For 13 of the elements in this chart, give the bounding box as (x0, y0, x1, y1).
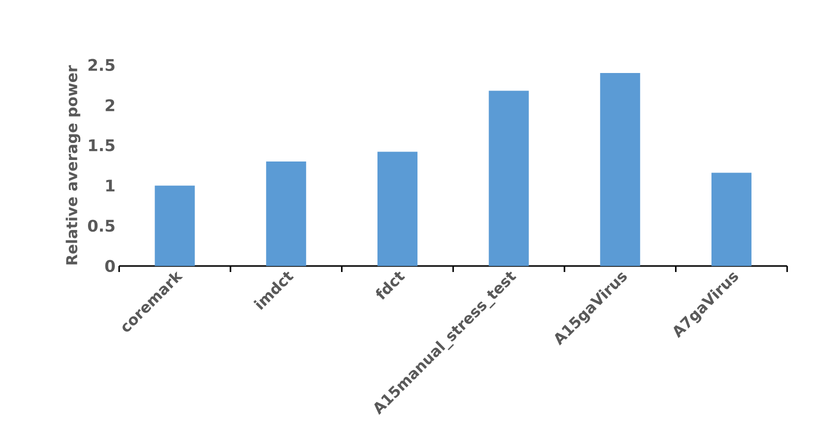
y-tick-label: 2 (106, 99, 114, 112)
bar (377, 152, 418, 266)
y-tick-label: 1.5 (89, 139, 114, 152)
y-tick-label: 2.5 (88, 58, 114, 72)
y-tick-label: 1 (106, 180, 114, 192)
bar (154, 186, 195, 266)
y-tick-label: 0.5 (88, 220, 114, 232)
y-tick-label: 0 (105, 260, 115, 272)
bar (711, 172, 752, 266)
bar (266, 161, 306, 266)
bar (600, 73, 640, 266)
y-axis-title: Relative average power (66, 65, 80, 264)
bar (488, 90, 529, 266)
